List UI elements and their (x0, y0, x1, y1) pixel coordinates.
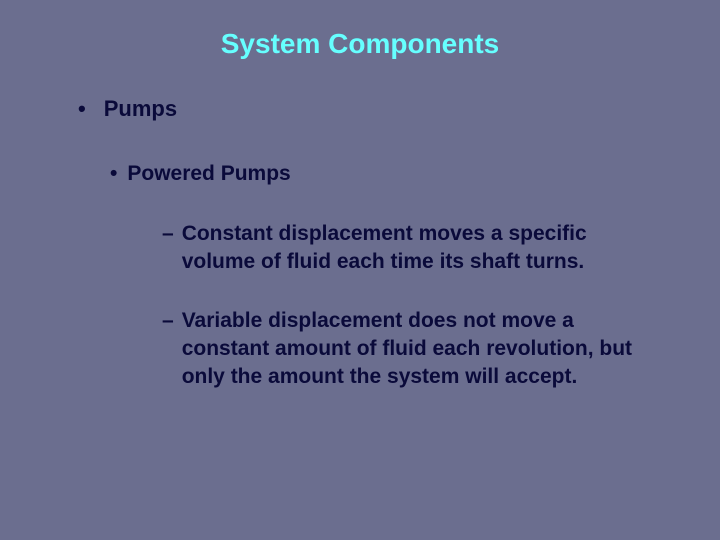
dash-icon: – (162, 309, 174, 333)
slide: System Components • Pumps • Powered Pump… (0, 0, 720, 540)
slide-title: System Components (40, 28, 680, 60)
bullet-level2: • Powered Pumps (110, 162, 680, 186)
level1-text: Pumps (104, 96, 177, 122)
bullet-level1: • Pumps (78, 96, 680, 122)
level3a-text: Constant displacement moves a specific v… (182, 220, 660, 277)
bullet-level3-a: – Constant displacement moves a specific… (162, 220, 680, 277)
bullet-dot-icon: • (78, 96, 86, 122)
level2-text: Powered Pumps (127, 162, 290, 186)
level3b-text: Variable displacement does not move a co… (182, 307, 660, 392)
bullet-level3-b: – Variable displacement does not move a … (162, 307, 680, 392)
bullet-dot-icon: • (110, 162, 117, 186)
dash-icon: – (162, 222, 174, 246)
